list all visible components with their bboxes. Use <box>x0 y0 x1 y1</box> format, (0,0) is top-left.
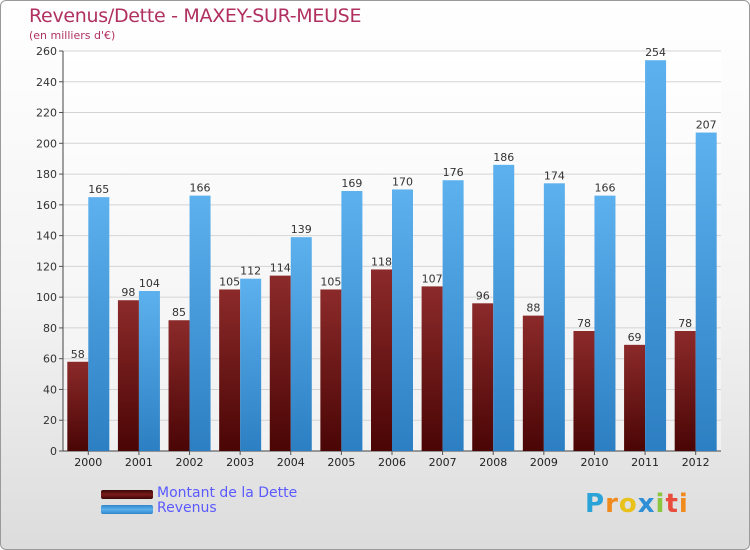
bar-dette <box>573 331 595 451</box>
data-label-revenus: 104 <box>139 277 160 290</box>
bar-revenus <box>392 189 413 451</box>
proxiti-logo: Proxiti <box>585 489 689 519</box>
logo-letter: i <box>678 489 689 519</box>
bar-revenus <box>594 195 616 451</box>
bar-revenus <box>290 237 312 451</box>
bar-dette <box>624 344 646 451</box>
bar-dette <box>674 331 696 451</box>
data-label-dette: 88 <box>526 302 540 315</box>
logo-letter: P <box>585 489 606 519</box>
data-label-dette: 105 <box>320 275 341 288</box>
x-tick-label: 2000 <box>74 456 102 469</box>
bar-revenus <box>138 291 160 451</box>
data-label-revenus: 139 <box>291 223 312 236</box>
x-tick-label: 2011 <box>631 456 659 469</box>
x-tick-label: 2003 <box>226 456 254 469</box>
data-label-dette: 107 <box>422 272 443 285</box>
bar-dette <box>67 361 89 451</box>
bar-dette <box>421 286 443 451</box>
x-tick-label: 2001 <box>125 456 153 469</box>
bar-revenus <box>240 278 262 451</box>
bar-dette <box>219 289 241 451</box>
legend-label-revenus: Revenus <box>157 500 217 516</box>
bar-revenus <box>543 183 565 452</box>
data-label-dette: 85 <box>172 306 186 319</box>
bar-dette <box>117 300 139 451</box>
x-tick-label: 2006 <box>378 456 406 469</box>
legend-label-dette: Montant de la Dette <box>157 485 298 501</box>
bar-dette <box>269 275 291 451</box>
y-tick-label: 60 <box>43 353 57 366</box>
chart-title: Revenus/Dette - MAXEY-SUR-MEUSE <box>29 5 362 27</box>
bar-revenus <box>442 180 464 451</box>
x-tick-label: 2012 <box>682 456 710 469</box>
bar-revenus <box>695 132 717 452</box>
y-tick-label: 20 <box>43 414 57 427</box>
data-label-revenus: 254 <box>645 46 666 59</box>
data-label-dette: 114 <box>270 262 291 275</box>
data-label-revenus: 166 <box>594 182 615 195</box>
logo-letter: t <box>665 489 679 519</box>
y-tick-label: 100 <box>36 291 57 304</box>
bar-revenus <box>493 164 515 451</box>
y-tick-label: 160 <box>36 199 57 212</box>
data-label-dette: 58 <box>71 348 85 361</box>
data-label-dette: 69 <box>628 331 642 344</box>
data-label-revenus: 112 <box>240 265 261 278</box>
data-label-revenus: 174 <box>544 169 565 182</box>
data-label-dette: 96 <box>476 289 490 302</box>
chart-subtitle: (en milliers d'€) <box>29 29 116 42</box>
bar-dette <box>320 289 342 451</box>
y-tick-label: 260 <box>36 45 57 58</box>
data-label-revenus: 169 <box>341 177 362 190</box>
y-tick-label: 0 <box>50 445 57 458</box>
bar-revenus <box>88 197 110 451</box>
x-tick-label: 2005 <box>327 456 355 469</box>
y-tick-label: 120 <box>36 260 57 273</box>
bar-dette <box>168 320 190 451</box>
data-label-dette: 105 <box>219 275 240 288</box>
data-label-revenus: 166 <box>190 182 211 195</box>
data-label-revenus: 170 <box>392 175 413 188</box>
y-tick-label: 200 <box>36 137 57 150</box>
bar-dette <box>522 315 544 451</box>
logo-letter: i <box>655 489 666 519</box>
x-tick-label: 2008 <box>479 456 507 469</box>
bar-dette <box>472 303 494 451</box>
y-tick-label: 220 <box>36 107 57 120</box>
data-label-revenus: 176 <box>443 166 464 179</box>
y-tick-label: 240 <box>36 76 57 89</box>
x-tick-label: 2009 <box>530 456 558 469</box>
legend-swatch-dette <box>101 490 153 499</box>
data-label-dette: 78 <box>577 317 591 330</box>
y-tick-label: 140 <box>36 230 57 243</box>
y-tick-label: 40 <box>43 383 57 396</box>
data-label-revenus: 186 <box>493 151 514 164</box>
x-tick-label: 2002 <box>176 456 204 469</box>
x-tick-label: 2007 <box>429 456 457 469</box>
data-label-dette: 98 <box>121 286 135 299</box>
y-tick-label: 180 <box>36 168 57 181</box>
x-tick-label: 2010 <box>580 456 608 469</box>
x-tick-label: 2004 <box>277 456 305 469</box>
bar-revenus <box>645 60 667 451</box>
bar-dette <box>371 269 392 451</box>
data-label-dette: 118 <box>371 255 392 268</box>
logo-letter: o <box>618 489 638 519</box>
data-label-dette: 78 <box>678 317 692 330</box>
data-label-revenus: 165 <box>88 183 109 196</box>
bar-revenus <box>189 195 211 451</box>
y-tick-label: 80 <box>43 322 57 335</box>
legend-swatch-revenus <box>101 505 153 514</box>
bar-revenus <box>341 191 363 451</box>
logo-letter: x <box>637 489 656 519</box>
logo-letter: r <box>605 489 619 519</box>
data-label-revenus: 207 <box>696 119 717 132</box>
